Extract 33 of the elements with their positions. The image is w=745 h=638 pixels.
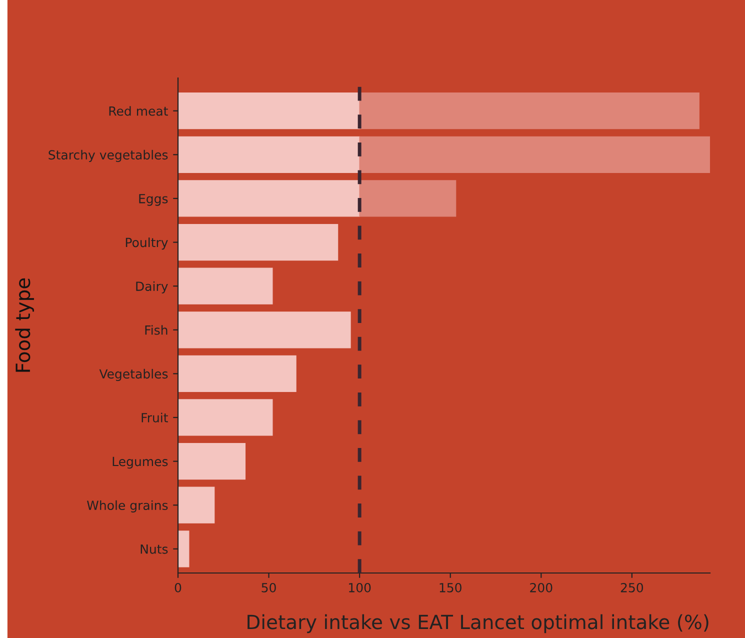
x-tick-label: 50 <box>262 582 276 592</box>
y-axis-title: Food type <box>15 278 34 372</box>
y-tick-label: Dairy <box>136 281 168 294</box>
y-tick-label: Poultry <box>126 238 168 250</box>
y-tick-label: Fish <box>145 325 168 335</box>
y-tick-label: Vegetables <box>99 368 168 382</box>
y-tick-label: Red meat <box>109 106 168 116</box>
bar <box>178 442 246 480</box>
bar <box>359 92 700 130</box>
y-tick-label: Whole grains <box>86 500 168 512</box>
x-tick-label: 150 <box>440 582 462 592</box>
bar <box>359 180 456 217</box>
y-tick-label: Nuts <box>140 544 168 554</box>
bar <box>178 224 338 261</box>
y-tick-label: Legumes <box>112 456 168 469</box>
bar <box>178 312 351 348</box>
bar <box>178 486 215 524</box>
x-tick-label: 0 <box>174 582 182 592</box>
x-tick-label: 100 <box>349 582 371 592</box>
x-axis-title: Dietary intake vs EAT Lancet optimal intake (%) <box>248 614 708 634</box>
bar <box>178 268 273 304</box>
x-tick-label: 200 <box>530 582 552 592</box>
y-tick-label: Eggs <box>139 194 168 206</box>
bar <box>178 92 360 130</box>
y-tick-label: Fruit <box>142 412 168 422</box>
bar <box>178 399 273 436</box>
bar <box>178 530 190 568</box>
bar <box>178 180 360 217</box>
y-tick-label: Starchy vegetables <box>48 150 168 162</box>
bar <box>178 136 360 173</box>
bar <box>359 136 710 173</box>
bar <box>178 355 296 392</box>
x-tick-label: 250 <box>620 582 644 592</box>
